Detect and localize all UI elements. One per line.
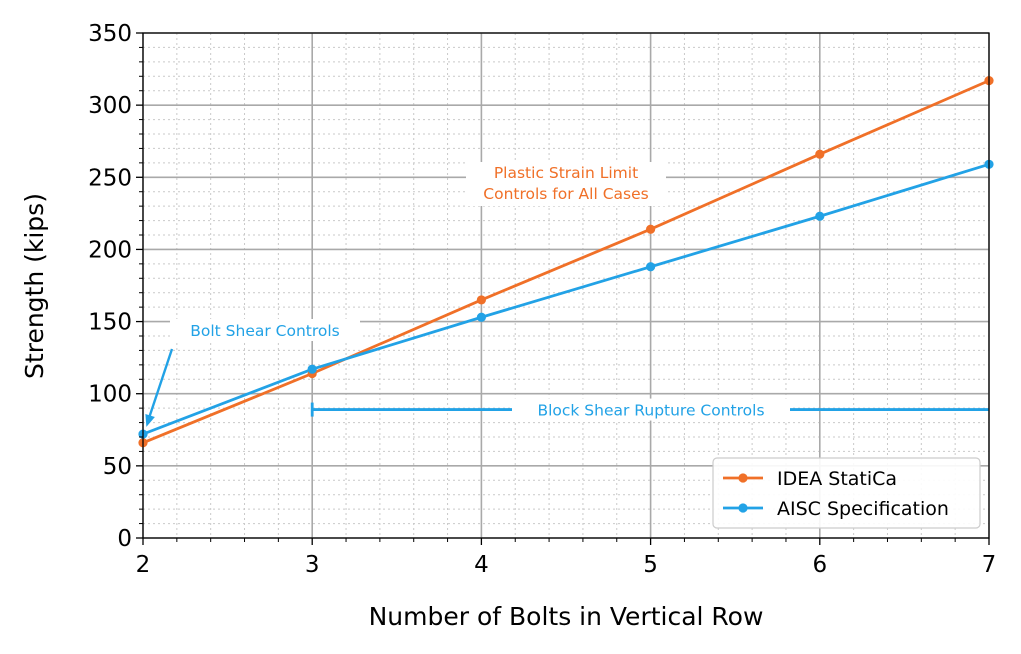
data-point <box>815 211 825 221</box>
points-layer <box>138 76 994 448</box>
x-tick-label: 5 <box>643 552 658 578</box>
data-point <box>646 262 656 272</box>
y-tick-label: 350 <box>88 21 132 47</box>
series-layer <box>143 79 989 445</box>
y-tick-label: 150 <box>88 310 132 336</box>
legend-swatch-marker <box>738 503 748 513</box>
data-point <box>476 312 486 322</box>
minor-grid <box>143 33 989 538</box>
y-tick-label: 100 <box>88 382 132 408</box>
series-line-idea-staticA <box>143 79 989 445</box>
legend-entry-label: IDEA StatiCa <box>777 468 897 490</box>
x-axis-title: Number of Bolts in Vertical Row <box>369 602 764 631</box>
plot-frame <box>142 32 990 539</box>
bolt-shear-arrow-head <box>145 413 155 427</box>
data-point <box>476 295 486 305</box>
x-tick-label: 3 <box>305 552 320 578</box>
x-tick-label: 4 <box>474 552 489 578</box>
x-tick-label: 7 <box>982 552 997 578</box>
legend-swatch-marker <box>738 473 748 483</box>
data-point <box>646 224 656 234</box>
plastic-strain-label-line: Controls for All Cases <box>483 185 648 203</box>
legend-entry-label: AISC Specification <box>777 498 949 520</box>
x-tick-label: 6 <box>812 552 827 578</box>
data-point <box>307 364 317 374</box>
data-point <box>815 149 825 159</box>
annotations-layer: Block Shear Rupture Controls Bolt Shear C… <box>145 162 989 427</box>
bolt-shear-arrow-shaft <box>148 348 174 418</box>
block-shear-label-box <box>512 398 790 421</box>
plastic-strain-label-line: Plastic Strain Limit <box>494 164 638 182</box>
y-tick-label: 300 <box>88 93 132 119</box>
y-tick-label: 0 <box>117 526 132 552</box>
block-shear-label: Block Shear Rupture Controls <box>537 402 764 420</box>
ticks-layer: 2 3 4 5 6 7 0 50 100 150 200 250 300 350 <box>88 21 996 578</box>
series-line-aisc-specification <box>143 162 989 436</box>
plastic-strain-label-box <box>466 162 666 206</box>
x-tick-label: 2 <box>136 552 151 578</box>
y-axis-title: Strength (kips) <box>20 193 49 379</box>
legend: IDEA StatiCa AISC Specification <box>712 457 981 529</box>
bolt-shear-label: Bolt Shear Controls <box>190 322 340 340</box>
y-tick-label: 250 <box>88 165 132 191</box>
y-tick-label: 50 <box>103 454 132 480</box>
bolt-shear-label-box <box>170 319 360 341</box>
legend-box <box>712 457 981 529</box>
y-tick-label: 200 <box>88 237 132 263</box>
